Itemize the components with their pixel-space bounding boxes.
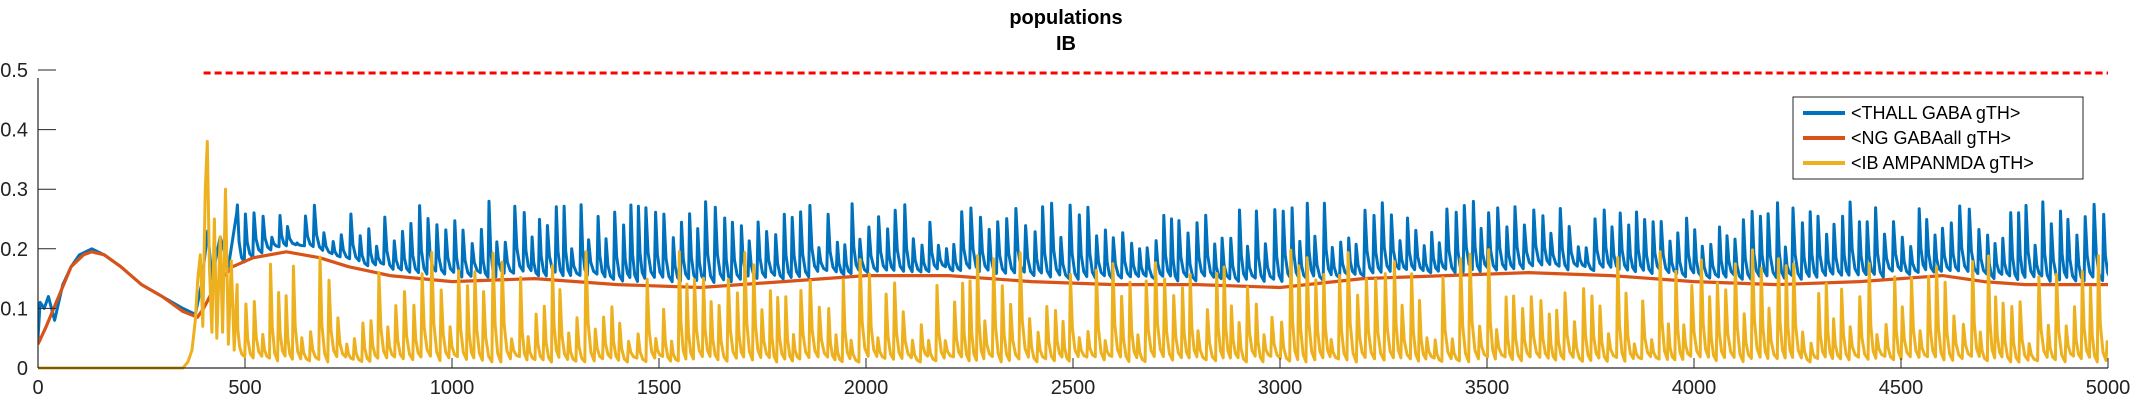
y-tick-label: 0.4 [0, 120, 28, 142]
chart-title: populations [1009, 7, 1122, 29]
y-tick-label: 0.5 [0, 60, 28, 82]
chart-subtitle: IB [1056, 33, 1076, 55]
title-group: populations IB [1009, 7, 1122, 55]
y-tick-label: 0.2 [0, 239, 28, 261]
y-tick-label: 0.1 [0, 298, 28, 320]
x-tick-label: 500 [228, 377, 261, 399]
legend-label-ib: <IB AMPANMDA gTH> [1851, 153, 2034, 173]
x-tick-label: 5000 [2086, 377, 2131, 399]
x-tick-label: 2000 [844, 377, 889, 399]
legend-label-ng: <NG GABAall gTH> [1851, 128, 2011, 148]
legend: <THALL GABA gTH> <NG GABAall gTH> <IB AMPA… [1792, 96, 2084, 180]
series-line-thall [38, 199, 2108, 339]
x-tick-label: 4500 [1879, 377, 1924, 399]
x-tick-label: 2500 [1051, 377, 1096, 399]
axes-group: 0 500 1000 1500 2000 2500 3000 3500 4000 4500 5000… [0, 60, 2130, 399]
y-tick-label: 0 [17, 358, 28, 380]
x-tick-label: 3000 [1258, 377, 1303, 399]
legend-label-thall: <THALL GABA gTH> [1851, 103, 2020, 123]
series-line-ib [38, 140, 2108, 370]
x-tick-label: 1000 [430, 377, 475, 399]
x-tick-label: 1500 [637, 377, 682, 399]
series-group [38, 140, 2108, 370]
x-tick-label: 4000 [1672, 377, 1717, 399]
x-tick-label: 0 [32, 377, 43, 399]
x-tick-label: 3500 [1465, 377, 1510, 399]
y-tick-label: 0.3 [0, 179, 28, 201]
